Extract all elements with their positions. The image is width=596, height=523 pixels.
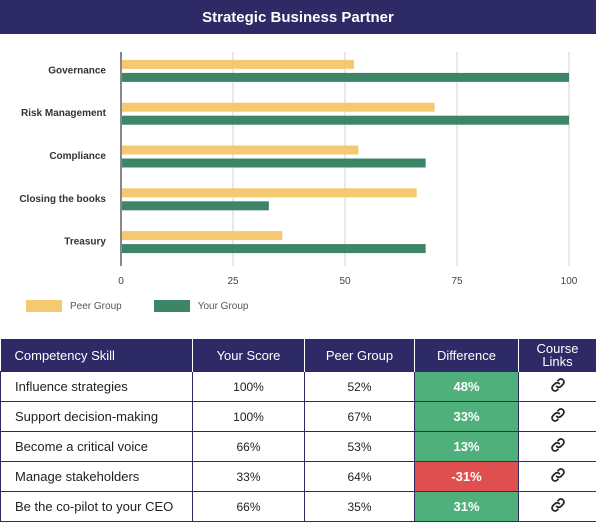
x-tick-label: 100 [561,276,578,287]
difference-cell: 33% [414,401,519,432]
category-label: Risk Management [21,108,107,119]
bar-peer [122,59,354,69]
x-tick-label: 25 [227,276,239,287]
table-row: Become a critical voice 66% 53% 13% [0,431,596,462]
x-tick-label: 50 [339,276,351,287]
difference-cell: 48% [414,371,519,402]
bar-your [122,158,426,168]
chain-link-icon[interactable] [550,407,566,423]
your-score-cell: 33% [192,461,305,492]
peer-group-cell: 35% [304,491,415,522]
bar-peer [122,145,359,155]
bar-chart: 0 25 50 75 100 Governance Risk Management Compl… [19,52,578,287]
header-difference: Difference [414,339,519,372]
your-score-cell: 66% [192,491,305,522]
competency-table: Competency Skill Your Score Peer Group D… [0,339,596,522]
course-link-cell[interactable] [518,491,596,522]
chain-link-icon[interactable] [550,497,566,513]
legend-item-your: Your Group [153,300,249,312]
category-label: Compliance [49,151,106,162]
peer-group-cell: 52% [304,371,415,402]
table-row: Manage stakeholders 33% 64% -31% [0,461,596,492]
skill-cell: Become a critical voice [0,431,193,462]
x-tick-label: 75 [451,276,463,287]
header-your-score: Your Score [192,339,305,372]
legend-swatch-your [153,300,190,312]
peer-group-cell: 64% [304,461,415,492]
course-link-cell[interactable] [518,401,596,432]
difference-cell: 31% [414,491,519,522]
header-skill: Competency Skill [0,339,193,372]
bar-your [122,201,269,211]
bar-peer [122,188,417,198]
course-link-cell[interactable] [518,431,596,462]
chain-link-icon[interactable] [550,377,566,393]
bar-your [122,115,569,125]
category-label: Governance [48,65,106,76]
legend-swatch-peer [26,300,62,312]
difference-cell: 13% [414,431,519,462]
page-title: Strategic Business Partner [0,0,596,34]
table-row: Influence strategies 100% 52% 48% [0,371,596,402]
category-label: Treasury [64,237,106,248]
course-link-cell[interactable] [518,461,596,492]
skill-cell: Support decision-making [0,401,193,432]
x-tick-label: 0 [118,276,124,287]
your-score-cell: 100% [192,401,305,432]
table-row: Be the co-pilot to your CEO 66% 35% 31% [0,491,596,522]
skill-cell: Be the co-pilot to your CEO [0,491,193,522]
header-course-links: Course Links [518,339,596,372]
legend-item-peer: Peer Group [26,300,122,312]
course-link-cell[interactable] [518,371,596,402]
header-peer-group: Peer Group [304,339,415,372]
peer-group-cell: 53% [304,431,415,462]
table-row: Support decision-making 100% 67% 33% [0,401,596,432]
peer-group-cell: 67% [304,401,415,432]
legend-label-peer: Peer Group [70,300,122,312]
chain-link-icon[interactable] [550,467,566,483]
skill-cell: Manage stakeholders [0,461,193,492]
legend-label-your: Your Group [197,300,249,312]
bar-your [122,72,569,82]
difference-cell: -31% [414,461,519,492]
category-label: Closing the books [19,194,106,205]
your-score-cell: 100% [192,371,305,402]
bar-peer [122,102,435,112]
skill-cell: Influence strategies [0,371,193,402]
chain-link-icon[interactable] [550,437,566,453]
chart-legend: Peer Group Your Group [26,300,280,312]
table-header-row: Competency Skill Your Score Peer Group D… [0,339,596,372]
bar-peer [122,231,283,241]
your-score-cell: 66% [192,431,305,462]
bar-your [122,244,426,254]
